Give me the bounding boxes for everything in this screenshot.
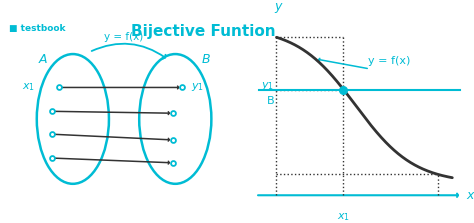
- Text: y = f(x): y = f(x): [104, 32, 144, 42]
- Text: y: y: [274, 0, 282, 13]
- Text: $y_1$: $y_1$: [191, 81, 204, 93]
- Text: x: x: [466, 189, 473, 202]
- Text: $x_1$: $x_1$: [337, 211, 350, 223]
- Text: $y_1$: $y_1$: [261, 80, 274, 92]
- Text: ■ testbook: ■ testbook: [9, 24, 65, 33]
- Text: Bijective Funtion: Bijective Funtion: [131, 24, 275, 39]
- Text: $x_1$: $x_1$: [22, 82, 35, 93]
- Text: y = f(x): y = f(x): [368, 56, 410, 66]
- Text: A: A: [38, 53, 47, 66]
- Text: B: B: [266, 96, 274, 106]
- Text: B: B: [201, 53, 210, 66]
